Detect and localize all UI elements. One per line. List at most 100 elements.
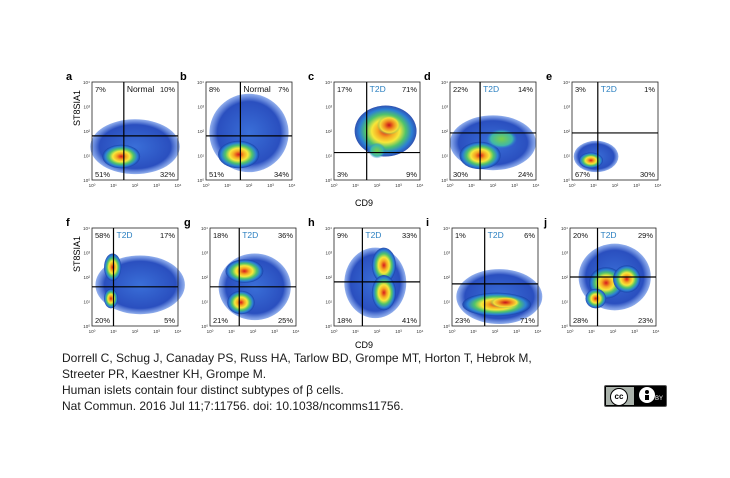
y-tick-label: 10⁴ [201,226,208,231]
y-tick-label: 10⁰ [441,178,448,183]
x-tick-label: 10⁴ [293,329,300,334]
y-axis-label-bottom: ST8SIA1 [72,236,82,272]
x-tick-label: 10⁴ [653,329,660,334]
quadrant-percent-ul: 18% [213,231,228,240]
x-tick-label: 10⁰ [203,183,210,188]
x-tick-label: 10³ [153,183,160,188]
quadrant-percent-ll: 21% [213,316,228,325]
quadrant-percent-ll: 18% [337,316,352,325]
density-blob [218,140,260,169]
x-tick-label: 10¹ [470,329,477,334]
cc-icon: cc [610,388,628,406]
panel-letter: f [66,217,70,229]
density-blob [578,152,603,169]
condition-label: T2D [117,230,133,240]
plot-frame [451,227,539,327]
density-blob [489,296,521,309]
density-blob [371,275,396,311]
quadrant-percent-lr: 30% [640,170,655,179]
x-tick-label: 10¹ [110,183,117,188]
cc-by-text: BY [655,396,664,402]
y-tick-label: 10³ [563,105,570,110]
quadrant-percent-ur: 29% [638,231,653,240]
density-blob [90,119,180,175]
quadrant-percent-ul: 3% [575,85,586,94]
density-blob [585,288,607,309]
quadrant-percent-ll: 28% [573,316,588,325]
x-tick-label: 10⁰ [447,183,454,188]
panel-letter: i [426,217,429,229]
quadrant-percent-ll: 20% [95,316,110,325]
y-tick-label: 10² [563,129,570,134]
panel-letter: b [180,71,187,83]
attribution-person-icon [639,387,655,403]
quadrant-percent-ur: 71% [402,85,417,94]
quadrant-percent-ll: 3% [337,170,348,179]
y-tick-label: 10⁴ [83,80,90,85]
y-tick-label: 10⁰ [443,324,450,329]
quadrant-percent-ur: 7% [278,85,289,94]
y-tick-label: 10³ [443,251,450,256]
y-tick-label: 10¹ [83,300,90,305]
plot-frame [91,227,179,327]
x-tick-label: 10¹ [590,183,597,188]
y-tick-label: 10⁴ [563,80,570,85]
x-tick-label: 10³ [271,329,278,334]
plot-frame [449,81,537,181]
quadrant-percent-ur: 14% [518,85,533,94]
panel-letter: g [184,217,191,229]
x-tick-label: 10¹ [588,329,595,334]
y-tick-label: 10⁰ [201,324,208,329]
quadrant-percent-ul: 8% [209,85,220,94]
quadrant-percent-ur: 10% [160,85,175,94]
y-tick-label: 10¹ [441,154,448,159]
quadrant-percent-ur: 1% [644,85,655,94]
y-tick-label: 10³ [441,105,448,110]
y-tick-label: 10⁰ [197,178,204,183]
x-tick-label: 10⁴ [417,329,424,334]
y-tick-label: 10³ [197,105,204,110]
y-tick-label: 10² [83,275,90,280]
x-tick-label: 10³ [513,329,520,334]
quadrant-percent-lr: 34% [274,170,289,179]
quadrant-percent-ur: 33% [402,231,417,240]
y-tick-label: 10⁴ [197,80,204,85]
plot-frame [209,227,297,327]
y-tick-label: 10⁰ [83,178,90,183]
quadrant-percent-ul: 9% [337,231,348,240]
x-tick-label: 10⁴ [289,183,296,188]
y-tick-label: 10¹ [83,154,90,159]
caption-title: Human islets contain four distinct subty… [62,383,344,397]
panel-letter: j [543,217,547,229]
y-tick-label: 10⁴ [441,80,448,85]
y-tick-label: 10³ [325,105,332,110]
y-tick-label: 10⁰ [325,178,332,183]
y-tick-label: 10⁴ [325,80,332,85]
panel-letter: d [424,71,431,83]
x-tick-label: 10² [492,329,499,334]
y-tick-label: 10⁰ [325,324,332,329]
plot-frame [571,81,659,181]
cc-by-license-badge[interactable]: cc BY [604,385,667,407]
quadrant-percent-lr: 9% [406,170,417,179]
x-tick-label: 10³ [511,183,518,188]
quadrant-percent-lr: 71% [520,316,535,325]
caption-journal-ref: Nat Commun. 2016 Jul 11;7:11756. doi: 10… [62,399,404,413]
x-tick-label: 10⁰ [89,183,96,188]
panel-letter: a [66,71,73,83]
x-tick-label: 10⁰ [331,329,338,334]
panel-letter: e [546,71,552,83]
x-tick-label: 10³ [631,329,638,334]
y-tick-label: 10² [325,129,332,134]
y-tick-label: 10¹ [325,300,332,305]
y-tick-label: 10² [201,275,208,280]
y-tick-label: 10³ [83,251,90,256]
x-tick-label: 10² [246,183,253,188]
x-tick-label: 10² [132,329,139,334]
x-tick-label: 10⁰ [89,329,96,334]
quadrant-percent-lr: 5% [164,316,175,325]
